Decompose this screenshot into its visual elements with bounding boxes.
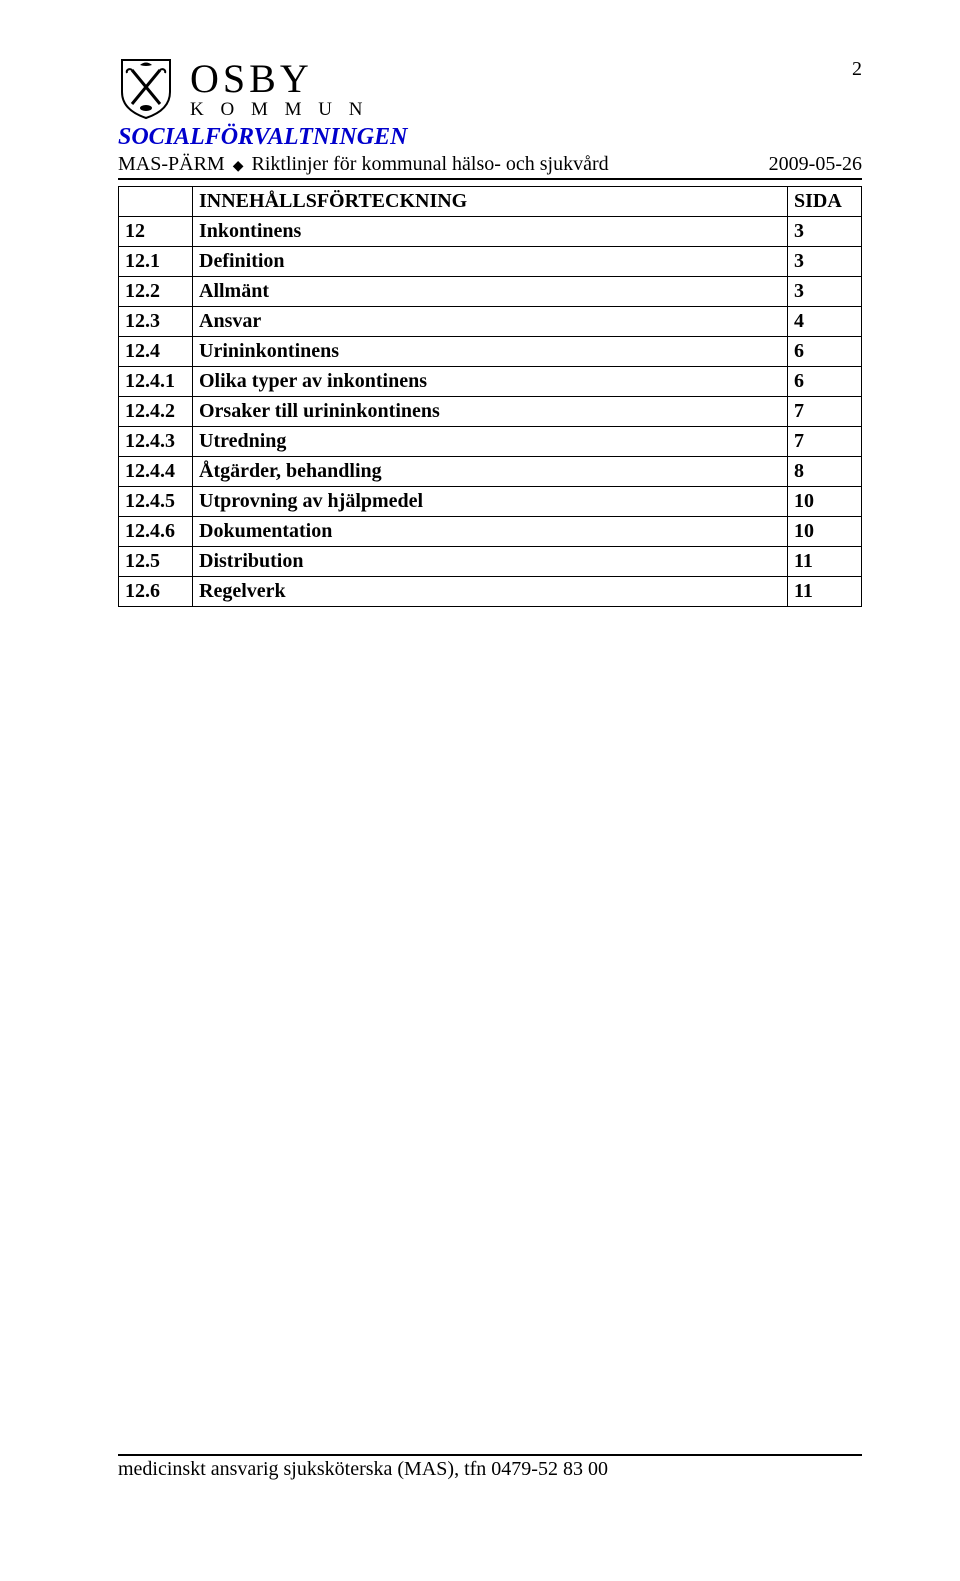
toc-row: 12.5Distribution11 [119,547,862,577]
document-subheader: MAS-PÄRM ◆ Riktlinjer för kommunal hälso… [118,153,862,180]
toc-header-numcell [119,187,193,217]
subheader-date: 2009-05-26 [769,153,862,176]
toc-num: 12.4.6 [119,517,193,547]
toc-row: 12.2Allmänt3 [119,277,862,307]
toc-row: 12.4.4Åtgärder, behandling8 [119,457,862,487]
toc-title: Utprovning av hjälpmedel [193,487,788,517]
page-footer: medicinskt ansvarig sjuksköterska (MAS),… [118,1454,862,1481]
toc-page: 3 [788,247,862,277]
toc-row: 12.4.5Utprovning av hjälpmedel10 [119,487,862,517]
toc-title: Inkontinens [193,217,788,247]
toc-row: 12.4Urininkontinens6 [119,337,862,367]
toc-page: 7 [788,397,862,427]
toc-num: 12.4 [119,337,193,367]
toc-title: Åtgärder, behandling [193,457,788,487]
logo-row: OSBY K O M M U N [118,58,862,120]
municipal-crest-icon [118,58,174,120]
toc-num: 12.2 [119,277,193,307]
diamond-icon: ◆ [233,158,244,175]
toc-row: 12.4.6Dokumentation10 [119,517,862,547]
toc-title: Regelverk [193,577,788,607]
toc-header-page: SIDA [788,187,862,217]
toc-page: 4 [788,307,862,337]
toc-page: 3 [788,277,862,307]
toc-num: 12.5 [119,547,193,577]
toc-title: Dokumentation [193,517,788,547]
toc-table: INNEHÅLLSFÖRTECKNING SIDA 12Inkontinens3… [118,186,862,607]
toc-page: 6 [788,337,862,367]
toc-row: 12.4.1Olika typer av inkontinens6 [119,367,862,397]
toc-title: Olika typer av inkontinens [193,367,788,397]
department-name: SOCIALFÖRVALTNINGEN [118,124,862,151]
toc-page: 8 [788,457,862,487]
toc-row: 12Inkontinens3 [119,217,862,247]
toc-row: 12.1Definition3 [119,247,862,277]
toc-num: 12.3 [119,307,193,337]
toc-num: 12 [119,217,193,247]
toc-page: 11 [788,547,862,577]
org-subname: K O M M U N [190,100,368,119]
toc-title: Allmänt [193,277,788,307]
subheader-part-a: MAS-PÄRM [118,153,225,175]
org-name: OSBY [190,59,368,99]
toc-title: Utredning [193,427,788,457]
toc-page: 11 [788,577,862,607]
toc-num: 12.4.5 [119,487,193,517]
toc-title: Distribution [193,547,788,577]
toc-title: Definition [193,247,788,277]
toc-title: Ansvar [193,307,788,337]
toc-header-row: INNEHÅLLSFÖRTECKNING SIDA [119,187,862,217]
toc-num: 12.4.2 [119,397,193,427]
toc-row: 12.6Regelverk11 [119,577,862,607]
org-name-block: OSBY K O M M U N [190,59,368,119]
subheader-part-b: Riktlinjer för kommunal hälso- och sjukv… [251,153,608,175]
page-container: 2 OSBY K O M M U N SOCIALFÖRVALTNINGEN [0,0,960,1581]
toc-page: 10 [788,517,862,547]
toc-num: 12.4.4 [119,457,193,487]
toc-num: 12.4.1 [119,367,193,397]
toc-num: 12.6 [119,577,193,607]
toc-page: 3 [788,217,862,247]
toc-num: 12.1 [119,247,193,277]
toc-num: 12.4.3 [119,427,193,457]
toc-title: Urininkontinens [193,337,788,367]
toc-page: 6 [788,367,862,397]
toc-row: 12.4.3Utredning7 [119,427,862,457]
toc-page: 10 [788,487,862,517]
subheader-title: MAS-PÄRM ◆ Riktlinjer för kommunal hälso… [118,153,609,176]
toc-header-title: INNEHÅLLSFÖRTECKNING [193,187,788,217]
toc-row: 12.3Ansvar4 [119,307,862,337]
toc-title: Orsaker till urininkontinens [193,397,788,427]
page-number: 2 [852,58,862,81]
toc-page: 7 [788,427,862,457]
toc-row: 12.4.2Orsaker till urininkontinens7 [119,397,862,427]
document-header: OSBY K O M M U N SOCIALFÖRVALTNINGEN MAS… [118,58,862,180]
